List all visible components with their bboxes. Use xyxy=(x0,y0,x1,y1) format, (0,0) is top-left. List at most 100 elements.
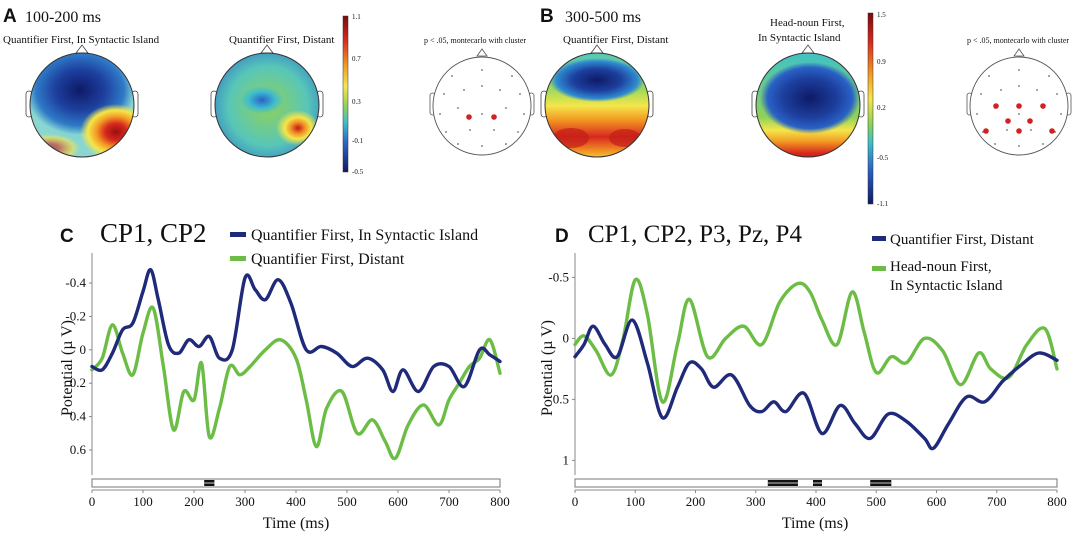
panel-a-time-window: 100-200 ms xyxy=(25,9,101,26)
panel-b-map2-title-line1: Head-noun First, xyxy=(770,17,845,29)
electrode-dot xyxy=(1056,93,1058,95)
colorbar-a: 1.1 0.7 0.3 -0.1 -0.5 xyxy=(342,13,364,176)
x-tick-label: 100 xyxy=(133,494,153,509)
chart-d-title: CP1, CP2, P3, Pz, P4 xyxy=(588,221,802,248)
electrode-dot xyxy=(1018,69,1020,71)
topomap-a-quantifier-first-distant xyxy=(210,44,324,158)
chart-c-legend: Quantifier First, In Syntactic Island Qu… xyxy=(230,227,478,268)
electrode-dot xyxy=(505,107,507,109)
x-tick-label: 300 xyxy=(235,494,255,509)
x-tick-label: 500 xyxy=(337,494,357,509)
x-tick-label: 300 xyxy=(746,494,766,509)
electrode-dot xyxy=(976,113,978,115)
topomap-b-quantifier-first-distant xyxy=(540,44,654,158)
electrode-dot xyxy=(988,75,990,77)
panel-b-letter: B xyxy=(540,6,554,27)
electrode-dot xyxy=(505,143,507,145)
electrode-dot xyxy=(523,113,525,115)
x-tick-label: 400 xyxy=(286,494,306,509)
sig-electrode-dot xyxy=(1016,128,1022,134)
panel-b-map2-title-line2: In Syntactic Island xyxy=(758,32,841,44)
electrode-dot xyxy=(1018,145,1020,147)
colorbar-a-tick: 0.7 xyxy=(352,55,361,63)
legend-label: In Syntactic Island xyxy=(890,278,1003,294)
series-line-blue xyxy=(90,267,502,394)
colorbar-b-tick: 0.9 xyxy=(877,58,886,66)
panel-b-sig-label: p < .05, montecarlo with cluster xyxy=(967,36,1069,45)
electrode-dot xyxy=(499,89,501,91)
electrode-dot xyxy=(457,107,459,109)
x-tick-label: 200 xyxy=(686,494,706,509)
sig-electrode-dot xyxy=(1049,128,1055,134)
panel-a-sig-label: p < .05, montecarlo with cluster xyxy=(424,36,526,45)
legend-swatch-green xyxy=(230,256,246,261)
x-tick-label: 600 xyxy=(927,494,947,509)
x-tick-label: 700 xyxy=(439,494,459,509)
series-line-green xyxy=(573,277,1059,404)
colorbar-b-tick: -1.1 xyxy=(877,200,889,208)
colorbar-a-tick: 0.3 xyxy=(352,98,361,106)
y-tick-label: 0 xyxy=(80,342,87,357)
chart-d-plot: -0.5 0 0.5 1 0 100 200 300 400 500 600 700 800 xyxy=(548,253,1067,509)
topomap-b-head-noun-first-island xyxy=(751,44,865,158)
series-line-green xyxy=(90,305,502,461)
electrode-dot xyxy=(493,129,495,131)
sig-electrode-dot xyxy=(1016,103,1022,109)
sig-electrode-dot xyxy=(491,114,497,120)
y-tick-label: 1 xyxy=(563,452,570,467)
sig-electrode-dot xyxy=(1040,103,1046,109)
electrode-dot xyxy=(980,93,982,95)
electrode-dot xyxy=(439,113,441,115)
chart-c-title: CP1, CP2 xyxy=(100,218,207,248)
electrode-dot xyxy=(1036,89,1038,91)
electrode-dot xyxy=(1048,75,1050,77)
sig-electrode-dot xyxy=(993,103,999,109)
legend-label: Head-noun First, xyxy=(890,259,992,275)
y-tick-label: 0.5 xyxy=(553,391,569,406)
electrode-dot xyxy=(1042,143,1044,145)
electrode-dot xyxy=(1030,129,1032,131)
legend-label: Quantifier First, Distant xyxy=(251,251,405,268)
panel-d-letter: D xyxy=(555,226,569,247)
panel-b-map1-title: Quantifier First, Distant xyxy=(563,34,668,46)
electrode-dot xyxy=(481,145,483,147)
x-tick-label: 0 xyxy=(89,494,96,509)
panel-c-letter: C xyxy=(60,226,74,247)
x-tick-label: 400 xyxy=(806,494,826,509)
legend-swatch-blue xyxy=(872,236,886,241)
electrode-dot xyxy=(1000,89,1002,91)
chart-d-legend: Quantifier First, Distant Head-noun Firs… xyxy=(872,232,1035,294)
panel-b-time-window: 300-500 ms xyxy=(565,9,641,26)
colorbar-a-tick: 1.1 xyxy=(352,13,361,21)
electrode-dot xyxy=(481,69,483,71)
colorbar-b-tick: 1.5 xyxy=(877,11,886,19)
x-tick-label: 800 xyxy=(1047,494,1067,509)
colorbar-b-tick: -0.5 xyxy=(877,154,889,162)
colorbar-a-tick: -0.1 xyxy=(352,137,364,145)
x-tick-label: 100 xyxy=(626,494,646,509)
chart-c-xlabel: Time (ms) xyxy=(263,515,330,532)
legend-label: Quantifier First, In Syntactic Island xyxy=(251,227,478,244)
series-line-blue xyxy=(573,318,1059,451)
electrode-dot xyxy=(511,75,513,77)
chart-c-ylabel: Potential (µ V) xyxy=(59,320,76,416)
panel-a-map2-title: Quantifier First, Distant xyxy=(229,34,334,46)
chart-d-xlabel: Time (ms) xyxy=(782,515,849,532)
electrode-dot xyxy=(1006,129,1008,131)
x-tick-label: 500 xyxy=(867,494,887,509)
electrode-dot xyxy=(443,93,445,95)
sig-electrode-dot xyxy=(1027,118,1033,124)
y-tick-label: 0.2 xyxy=(70,375,86,390)
x-tick-label: 800 xyxy=(490,494,510,509)
electrode-dot xyxy=(1060,113,1062,115)
legend-swatch-green xyxy=(872,266,886,271)
chart-c-plot: -0.4 -0.2 0 0.2 0.4 0.6 0 100 200 300 400 500 600 700… xyxy=(65,253,510,509)
y-tick-label: 0 xyxy=(563,330,570,345)
y-tick-label: 0.4 xyxy=(70,409,87,424)
electrode-dot xyxy=(519,93,521,95)
sig-electrode-dot xyxy=(983,128,989,134)
panel-a-map1-title: Quantifier First, In Syntactic Island xyxy=(3,34,160,46)
x-tick-label: 200 xyxy=(184,494,204,509)
y-tick-label: -0.2 xyxy=(65,308,86,323)
